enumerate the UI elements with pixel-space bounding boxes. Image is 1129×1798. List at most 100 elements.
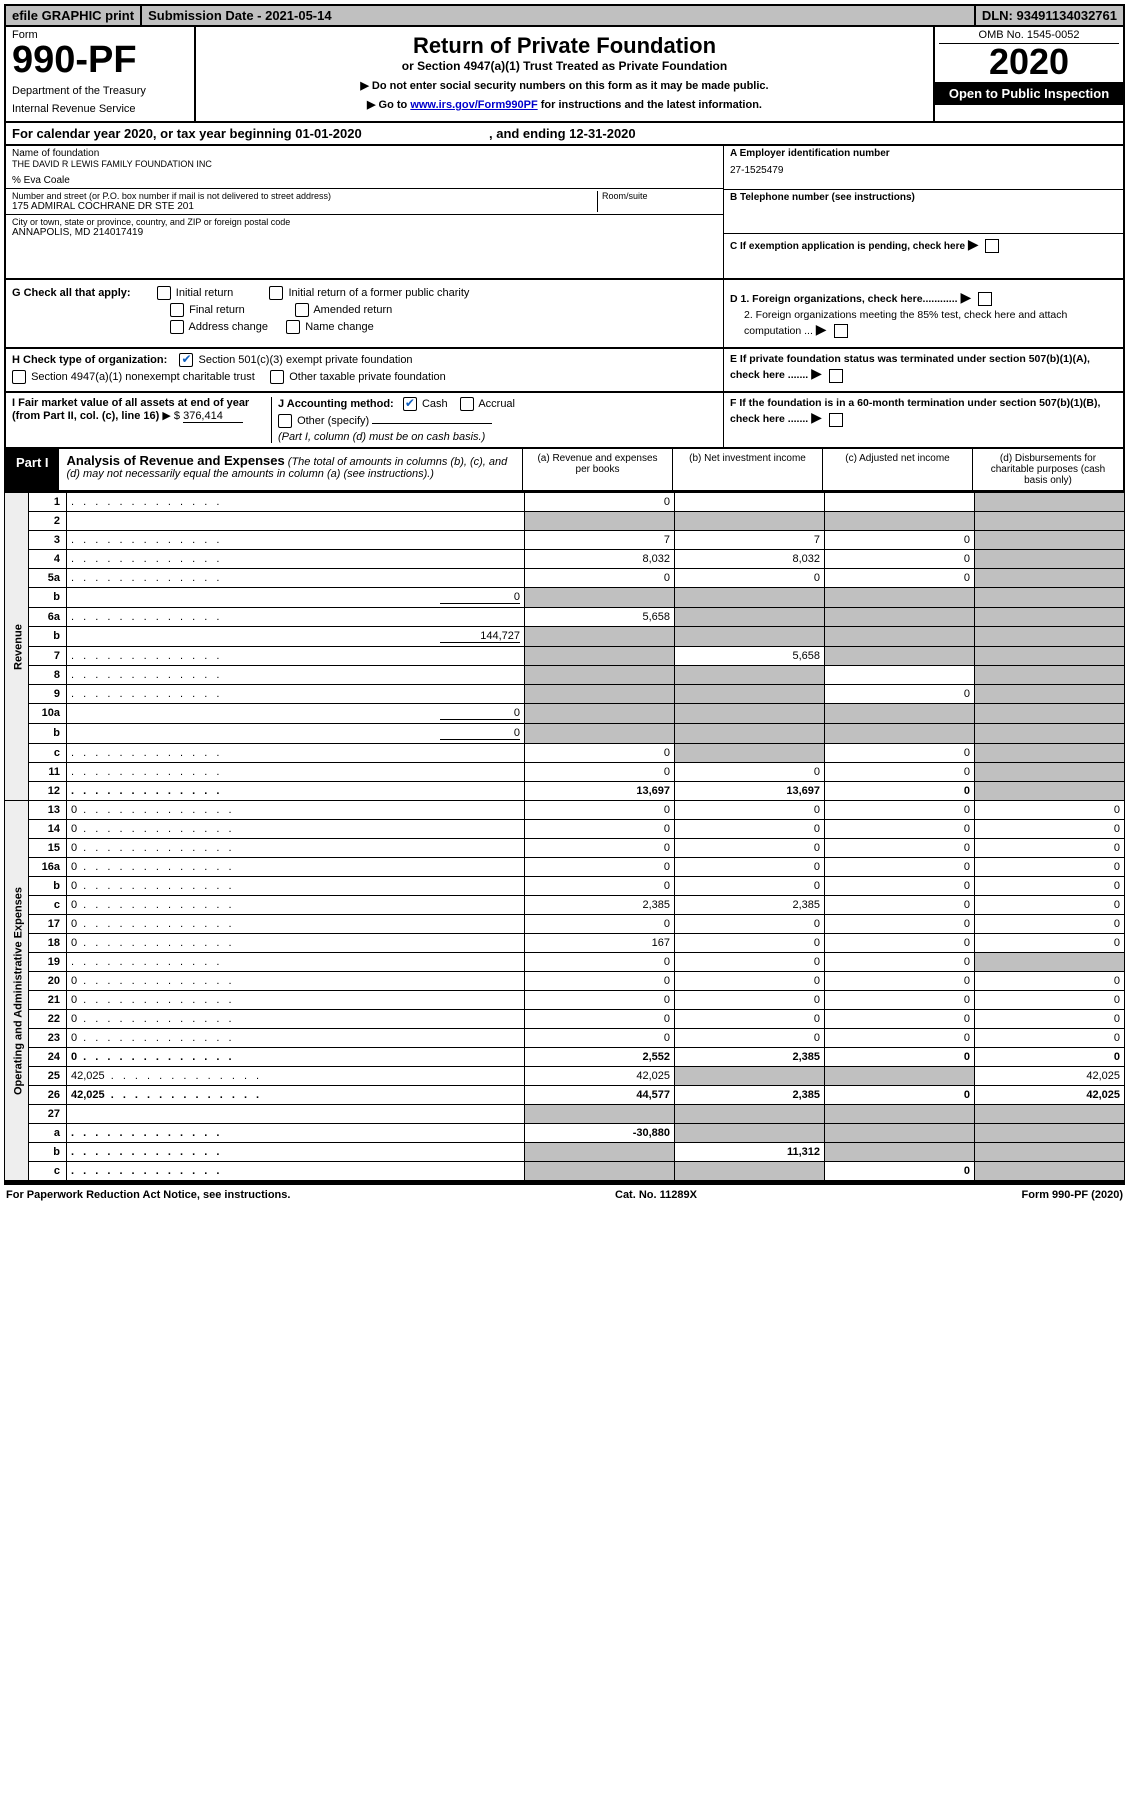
part1-title: Analysis of Revenue and Expenses [67, 453, 285, 468]
col-c-value: 0 [825, 550, 975, 569]
col-d-value [975, 666, 1125, 685]
col-b-value [675, 744, 825, 763]
ein-value: 27-1525479 [730, 165, 1117, 176]
col-d-value [975, 512, 1125, 531]
col-a-value: 2,552 [525, 1048, 675, 1067]
col-d-value [975, 704, 1125, 724]
line-description: 0 [67, 972, 525, 991]
j-other-checkbox[interactable] [278, 414, 292, 428]
col-d-value [975, 953, 1125, 972]
g-final-return-checkbox[interactable] [170, 303, 184, 317]
col-a-value: 0 [525, 915, 675, 934]
col-a-value: 2,385 [525, 896, 675, 915]
col-d-value: 0 [975, 1029, 1125, 1048]
g-initial-return-checkbox[interactable] [157, 286, 171, 300]
form990pf-link[interactable]: www.irs.gov/Form990PF [410, 99, 537, 111]
exemption-cell: C If exemption application is pending, c… [724, 234, 1123, 278]
col-d-value: 0 [975, 801, 1125, 820]
j-accrual-checkbox[interactable] [460, 397, 474, 411]
efile-print-label: efile GRAPHIC print [6, 6, 142, 25]
j-cash-checkbox[interactable] [403, 397, 417, 411]
col-c-value [825, 647, 975, 666]
cal-end: , and ending 12-31-2020 [489, 126, 636, 141]
h-501c3-checkbox[interactable] [179, 353, 193, 367]
col-a-value: 0 [525, 1010, 675, 1029]
room-label: Room/suite [602, 191, 717, 201]
line-number: 12 [29, 782, 67, 801]
addr-cell: Number and street (or P.O. box number if… [6, 189, 723, 215]
col-d-value: 0 [975, 915, 1125, 934]
col-a-value: 7 [525, 531, 675, 550]
col-c-value [825, 1067, 975, 1086]
d2-checkbox[interactable] [834, 324, 848, 338]
dln-label: DLN: 93491134032761 [976, 6, 1123, 25]
col-c-value: 0 [825, 1086, 975, 1105]
col-b-value [675, 666, 825, 685]
h-4947-checkbox[interactable] [12, 370, 26, 384]
h-other-checkbox[interactable] [270, 370, 284, 384]
submission-date: Submission Date - 2021-05-14 [142, 6, 976, 25]
form-header: Form 990-PF Department of the Treasury I… [4, 27, 1125, 123]
col-a-value [525, 724, 675, 744]
city-cell: City or town, state or province, country… [6, 215, 723, 240]
dept-treasury: Department of the Treasury [12, 85, 188, 97]
col-d-value [975, 1105, 1125, 1124]
e-label: E If private foundation status was termi… [730, 353, 1090, 381]
col-b-value: 0 [675, 972, 825, 991]
c-checkbox[interactable] [985, 239, 999, 253]
col-b-value [675, 588, 825, 608]
col-a-value: 13,697 [525, 782, 675, 801]
line-number: 3 [29, 531, 67, 550]
col-c-value [825, 493, 975, 512]
line-number: 2 [29, 512, 67, 531]
col-a-value: 0 [525, 744, 675, 763]
form-number: 990-PF [12, 41, 188, 79]
col-d-header: (d) Disbursements for charitable purpose… [973, 449, 1123, 490]
col-c-value: 0 [825, 934, 975, 953]
g-amended-return-checkbox[interactable] [295, 303, 309, 317]
paperwork-notice: For Paperwork Reduction Act Notice, see … [6, 1189, 290, 1201]
g-address-change-checkbox[interactable] [170, 320, 184, 334]
col-d-value [975, 588, 1125, 608]
line-description [67, 1162, 525, 1181]
line-description: 0 [67, 1048, 525, 1067]
h-opt2: Section 4947(a)(1) nonexempt charitable … [31, 371, 255, 383]
g-opt-5: Name change [305, 321, 374, 333]
g-left: G Check all that apply: Initial return I… [6, 280, 723, 347]
col-a-value: 0 [525, 820, 675, 839]
d1-checkbox[interactable] [978, 292, 992, 306]
col-d-value: 0 [975, 1048, 1125, 1067]
line-description: 0 [67, 820, 525, 839]
line-description: 144,727 [67, 627, 525, 647]
line-description: 42,025 [67, 1086, 525, 1105]
col-a-value [525, 627, 675, 647]
col-b-value [675, 1067, 825, 1086]
col-a-value [525, 704, 675, 724]
caret-icon: ▶ [960, 289, 971, 305]
col-c-value [825, 1143, 975, 1162]
e-checkbox[interactable] [829, 369, 843, 383]
col-a-value: 0 [525, 972, 675, 991]
col-b-value [675, 493, 825, 512]
col-c-value [825, 1105, 975, 1124]
g-initial-public-checkbox[interactable] [269, 286, 283, 300]
col-a-value: 0 [525, 877, 675, 896]
col-c-value: 0 [825, 877, 975, 896]
line-number: b [29, 1143, 67, 1162]
col-d-value [975, 647, 1125, 666]
line-description: 42,025 [67, 1067, 525, 1086]
col-b-value [675, 704, 825, 724]
d1-label: D 1. Foreign organizations, check here..… [730, 293, 958, 305]
tax-year: 2020 [939, 44, 1119, 80]
line-number: 11 [29, 763, 67, 782]
line-description [67, 1105, 525, 1124]
line-description [67, 531, 525, 550]
col-a-value: 0 [525, 569, 675, 588]
g-name-change-checkbox[interactable] [286, 320, 300, 334]
col-d-value: 0 [975, 820, 1125, 839]
foundation-name: THE DAVID R LEWIS FAMILY FOUNDATION INC [12, 159, 717, 169]
line-description [67, 953, 525, 972]
f-checkbox[interactable] [829, 413, 843, 427]
line-description [67, 569, 525, 588]
col-a-value: 5,658 [525, 608, 675, 627]
